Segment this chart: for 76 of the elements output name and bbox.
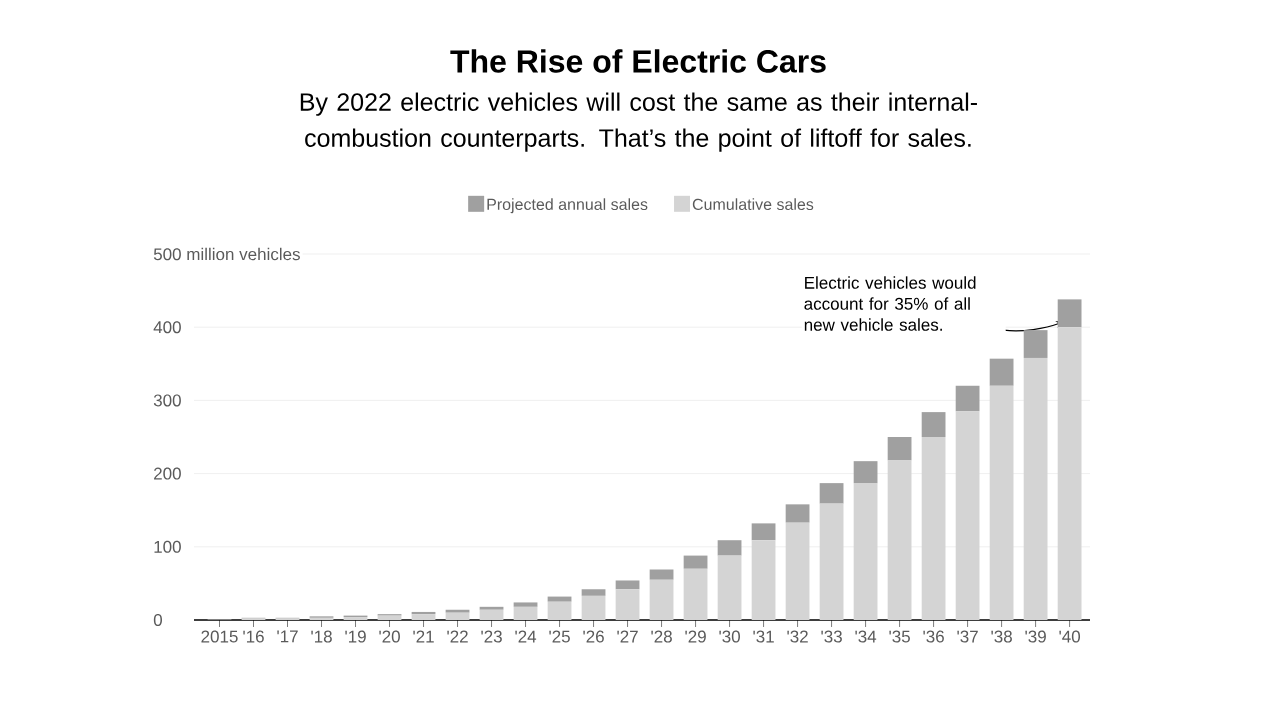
bar (649, 579, 674, 620)
bar (479, 609, 504, 620)
x-tick-label: '24 (515, 630, 537, 643)
x-tick-label: '31 (753, 630, 774, 643)
y-tick-label: 200 (154, 467, 181, 480)
bar (581, 589, 606, 596)
bar (955, 385, 980, 412)
bar (785, 504, 810, 523)
bar (853, 483, 878, 620)
bar (615, 580, 640, 590)
x-tick-label: '20 (379, 630, 400, 643)
bar (1023, 357, 1048, 620)
bar (683, 568, 708, 620)
x-tick-label: '17 (277, 630, 298, 643)
x-tick-label: '27 (617, 630, 638, 643)
bar (649, 569, 674, 580)
x-tick-label: '21 (413, 630, 434, 643)
bar (547, 596, 572, 602)
x-tick-label: '30 (719, 630, 740, 643)
legend-label: Cumulative sales (692, 198, 814, 211)
x-tick-label: '23 (481, 630, 502, 643)
x-tick-label: '25 (549, 630, 570, 643)
x-tick-label: '28 (651, 630, 672, 643)
bar (1057, 327, 1082, 620)
x-tick-label: '22 (447, 630, 468, 643)
bar (513, 602, 538, 607)
bar (717, 540, 742, 556)
bar (785, 522, 810, 620)
x-tick-label: '26 (583, 630, 604, 643)
x-tick-label: '32 (787, 630, 808, 643)
x-tick-label: '40 (1059, 630, 1081, 643)
y-tick-label: 0 (153, 613, 162, 627)
bar (751, 540, 776, 620)
chart-title: The Rise of Electric Cars (450, 49, 826, 73)
bar (887, 437, 912, 461)
bar (717, 555, 742, 620)
x-tick-label: '33 (821, 630, 842, 643)
x-tick-label: '19 (345, 630, 366, 643)
bar (479, 606, 504, 610)
bar (819, 503, 844, 620)
bar (887, 460, 912, 620)
chart-subtitle: By 2022 electric vehicles will cost the same as their internal-combustion counterparts. That’s the point of liftoff for sales. (300, 92, 977, 152)
bar (751, 523, 776, 541)
x-tick-label: '37 (957, 630, 978, 643)
bar (921, 412, 946, 437)
bar (445, 612, 470, 620)
y-tick-label: 400 (153, 321, 181, 334)
x-tick-label: '18 (311, 630, 332, 643)
bar (819, 483, 844, 504)
bar (1057, 299, 1082, 328)
x-tick-label: '35 (889, 630, 910, 643)
bar (989, 385, 1014, 620)
x-tick-label: '36 (923, 630, 944, 643)
x-tick-label: '38 (991, 630, 1012, 643)
legend-label: Projected annual sales (487, 198, 648, 214)
bar (683, 555, 708, 569)
bar (445, 609, 470, 613)
bar (513, 606, 538, 620)
x-tick-label: '29 (685, 630, 706, 643)
y-tick-label: 300 (153, 394, 181, 407)
y-tick-label: 100 (154, 540, 181, 553)
y-tick-label: 500 million vehicles (153, 247, 300, 261)
bar (853, 461, 878, 484)
bar (411, 614, 436, 620)
bar (581, 595, 606, 620)
bar (547, 601, 572, 620)
bar (989, 358, 1014, 386)
x-tick-label: 2015 (201, 630, 238, 643)
bar (615, 589, 640, 620)
x-tick-label: '16 (243, 630, 264, 643)
x-tick-label: '39 (1025, 630, 1046, 643)
bar (921, 437, 946, 620)
x-tick-label: '34 (855, 630, 877, 643)
bar (955, 411, 980, 620)
bar (1023, 330, 1048, 358)
annotation: Electric vehicles would account for 35% of all new vehicle sales. (804, 276, 976, 331)
